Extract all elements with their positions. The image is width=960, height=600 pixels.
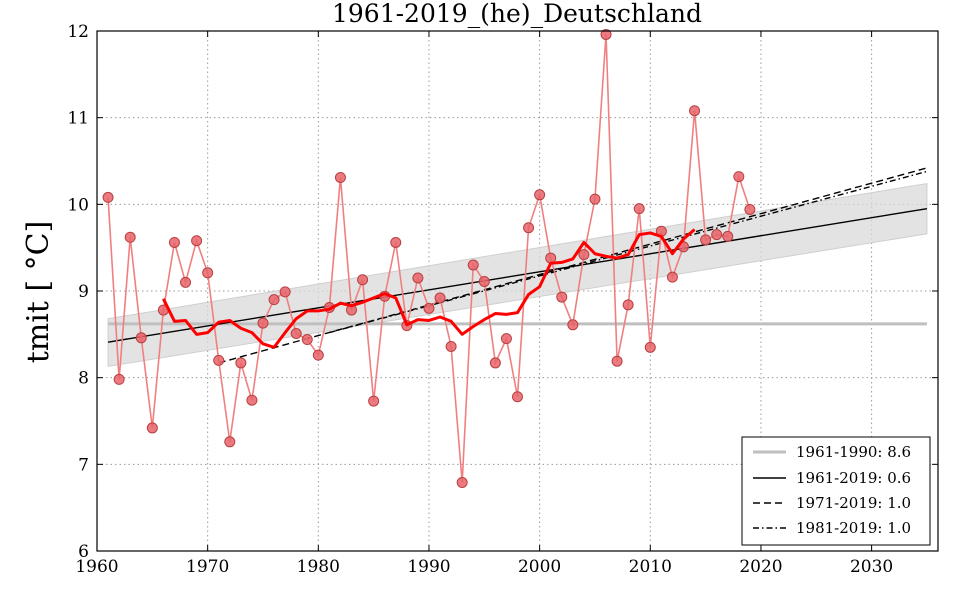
smoothed-layer — [162, 228, 696, 349]
legend-entry-reference: 1961-1990: 8.6 — [796, 443, 911, 461]
data-point — [213, 354, 225, 366]
data-point — [235, 357, 247, 369]
data-point — [456, 477, 468, 489]
data-point — [478, 275, 490, 287]
data-point — [279, 286, 291, 298]
data-point — [512, 391, 523, 403]
y-tick-label: 12 — [67, 22, 89, 42]
data-point — [312, 349, 324, 361]
trend-line-2 — [329, 170, 928, 334]
data-point — [113, 373, 125, 385]
y-axis-label: tmit [ °C] — [21, 221, 56, 364]
data-point — [567, 319, 579, 331]
y-tick-label: 8 — [78, 369, 89, 389]
legend-box — [741, 436, 931, 546]
data-point — [368, 395, 380, 407]
data-point — [124, 231, 136, 243]
trend-line-layer — [107, 167, 928, 364]
y-tick-label: 6 — [78, 542, 89, 562]
data-point — [633, 203, 645, 215]
x-tick-label: 2000 — [518, 557, 561, 577]
data-point — [390, 236, 402, 248]
data-point — [224, 436, 236, 448]
data-point — [135, 332, 147, 344]
chart-title: 1961-2019_(he)_Deutschland — [332, 0, 702, 28]
data-point — [445, 340, 457, 352]
data-point — [589, 193, 601, 205]
data-point — [434, 292, 446, 304]
data-point — [500, 333, 512, 345]
data-point — [666, 271, 678, 283]
y-axis: 6 7 8 9 10 11 12 — [67, 22, 938, 562]
x-tick-label: 2020 — [739, 557, 782, 577]
observation-layer — [102, 28, 756, 489]
x-tick-label: 1960 — [75, 557, 118, 577]
data-point — [700, 234, 712, 246]
data-point — [180, 276, 192, 288]
data-point — [600, 28, 612, 40]
data-point — [711, 229, 723, 241]
y-tick-label: 9 — [78, 282, 89, 302]
data-point — [412, 272, 424, 284]
data-point — [246, 394, 258, 406]
y-tick-label: 10 — [67, 195, 89, 215]
data-point — [168, 236, 180, 248]
data-point — [744, 204, 756, 216]
data-point — [357, 274, 369, 286]
data-point — [334, 171, 346, 183]
x-tick-label: 1970 — [186, 557, 229, 577]
trend-line-0 — [107, 207, 928, 343]
trend-line-1 — [218, 167, 928, 364]
x-axis: 1960 1970 1980 1990 2000 2010 2020 2030 — [75, 31, 893, 577]
data-point — [489, 357, 501, 369]
data-point — [191, 235, 203, 247]
smoothed-line — [162, 228, 696, 349]
data-point — [534, 189, 546, 201]
data-point — [611, 355, 623, 367]
data-point — [722, 230, 734, 242]
data-point — [467, 259, 479, 271]
legend-entry-trend-1961: 1961-2019: 0.6 — [796, 469, 911, 487]
legend: 1961-1990: 8.6 1961-2019: 0.6 1971-2019:… — [741, 436, 931, 546]
plot-area — [96, 28, 939, 552]
legend-entry-trend-1981: 1981-2019: 1.0 — [796, 519, 911, 537]
data-point — [578, 249, 590, 261]
x-tick-label: 1990 — [407, 557, 450, 577]
data-point — [622, 299, 634, 311]
legend-entry-trend-1971: 1971-2019: 1.0 — [796, 494, 911, 512]
data-point — [733, 171, 745, 183]
data-point — [257, 317, 269, 329]
y-tick-label: 7 — [78, 455, 89, 475]
data-point — [523, 222, 535, 234]
x-tick-label: 2010 — [629, 557, 672, 577]
data-point — [290, 327, 302, 339]
data-point — [202, 267, 214, 279]
data-point — [146, 422, 158, 434]
data-point — [423, 302, 435, 314]
data-point — [644, 341, 656, 353]
data-point — [102, 191, 114, 203]
x-tick-label: 1980 — [297, 557, 340, 577]
data-point — [301, 334, 313, 346]
x-tick-label: 2030 — [850, 557, 893, 577]
data-point — [689, 105, 701, 117]
y-tick-label: 11 — [67, 109, 89, 129]
data-point — [268, 294, 280, 306]
data-point — [556, 291, 568, 303]
